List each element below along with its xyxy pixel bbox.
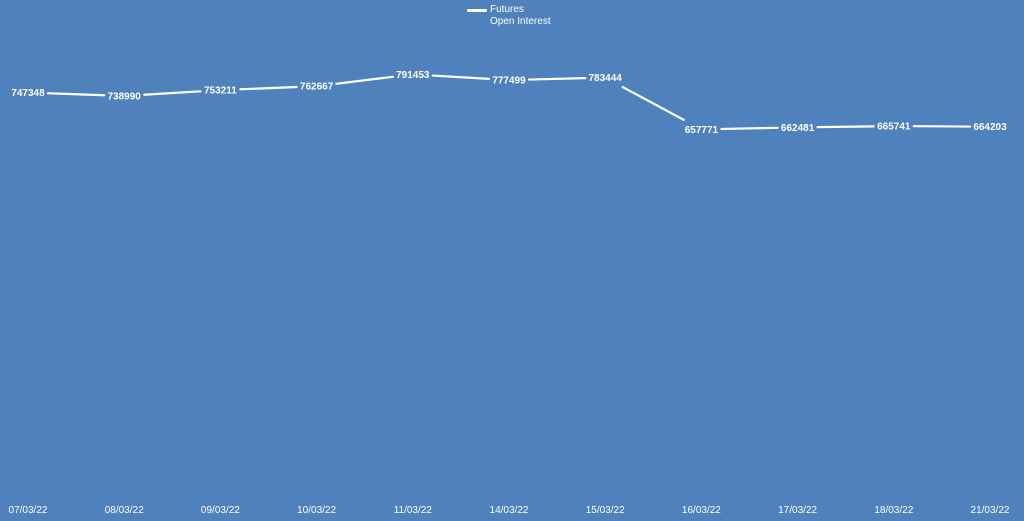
legend: Futures Open Interest bbox=[467, 4, 551, 28]
data-label: 753211 bbox=[204, 86, 237, 97]
data-labels: 747348 738990 753211 762667 791453 777499 7834… bbox=[11, 70, 1007, 136]
data-label: 777499 bbox=[492, 76, 526, 87]
legend-label-line1: Futures bbox=[490, 4, 524, 15]
data-label: 747348 bbox=[11, 88, 45, 99]
series-line bbox=[46, 74, 972, 131]
data-label: 783444 bbox=[589, 73, 623, 84]
legend-line-swatch bbox=[467, 8, 487, 12]
data-label: 664203 bbox=[973, 122, 1007, 133]
series-line-segment bbox=[720, 126, 779, 131]
data-label: 738990 bbox=[108, 91, 142, 102]
series-line-segment bbox=[816, 125, 875, 129]
x-tick-label: 09/03/22 bbox=[201, 505, 240, 516]
series-line-segment bbox=[431, 74, 491, 81]
drop-lines bbox=[27, 82, 991, 482]
series-line-segment bbox=[239, 85, 298, 91]
series-line-segment bbox=[621, 86, 685, 121]
x-tick-label: 08/03/22 bbox=[105, 505, 144, 516]
x-tick-label: 21/03/22 bbox=[971, 505, 1010, 516]
x-tick-label: 18/03/22 bbox=[874, 505, 913, 516]
x-tick-label: 15/03/22 bbox=[586, 505, 625, 516]
data-label: 791453 bbox=[396, 70, 430, 81]
x-tick-label: 11/03/22 bbox=[394, 505, 433, 516]
series-line-segment bbox=[143, 90, 202, 96]
data-label: 662481 bbox=[781, 123, 815, 134]
series-line-segment bbox=[335, 75, 395, 85]
series-line-segment bbox=[527, 77, 587, 81]
data-label: 657771 bbox=[685, 125, 719, 136]
x-tick-label: 17/03/22 bbox=[778, 505, 817, 516]
x-tick-label: 16/03/22 bbox=[682, 505, 721, 516]
x-tick-label: 07/03/22 bbox=[9, 505, 48, 516]
data-label: 762667 bbox=[300, 82, 334, 93]
data-label: 665741 bbox=[877, 122, 911, 133]
x-axis-ticks: 07/03/22 08/03/22 09/03/22 10/03/22 11/03/22… bbox=[9, 505, 1010, 516]
x-tick-label: 10/03/22 bbox=[297, 505, 336, 516]
legend-label-line2: Open Interest bbox=[490, 16, 551, 27]
x-tick-label: 14/03/22 bbox=[490, 505, 529, 516]
series-line-segment bbox=[46, 92, 106, 97]
